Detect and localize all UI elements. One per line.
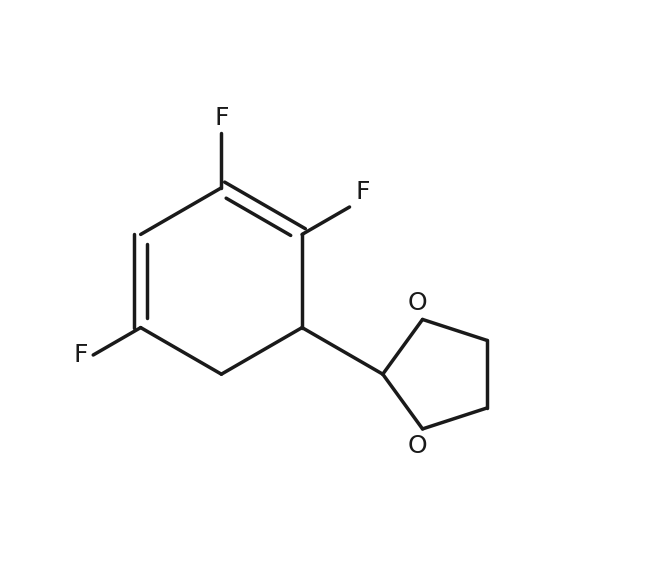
Text: O: O <box>407 434 427 457</box>
Text: F: F <box>355 180 369 204</box>
Text: O: O <box>407 291 427 315</box>
Text: F: F <box>73 343 88 367</box>
Text: F: F <box>214 106 228 130</box>
